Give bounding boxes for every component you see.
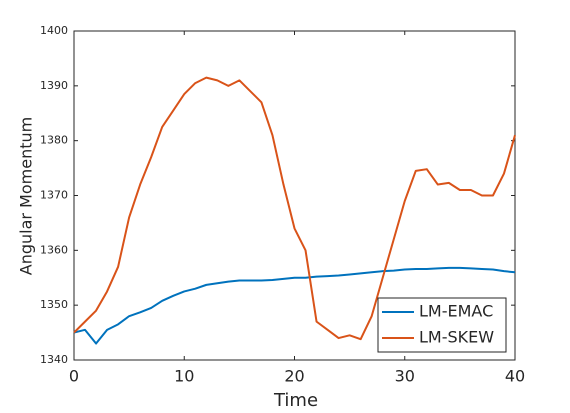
x-tick-label: 20 <box>284 367 304 386</box>
y-tick-label: 1370 <box>40 189 68 202</box>
y-tick-label: 1400 <box>40 24 68 37</box>
x-tick-label: 30 <box>395 367 415 386</box>
legend-box <box>377 297 507 353</box>
series-line <box>73 76 516 341</box>
y-tick-label: 1380 <box>40 134 68 147</box>
y-tick-label: 1340 <box>40 353 68 366</box>
y-tick-label: 1390 <box>40 79 68 92</box>
x-tick-label: 40 <box>505 367 525 386</box>
y-tick-label: 1360 <box>40 243 68 256</box>
series-line <box>73 266 516 345</box>
y-axis-label: Angular Momentum <box>17 117 36 275</box>
x-tick-label: 0 <box>69 367 79 386</box>
x-axis-label: Time <box>273 390 318 411</box>
legend-label: LM-SKEW <box>419 328 494 347</box>
legend-label: LM-EMAC <box>419 302 493 321</box>
x-tick-label: 10 <box>174 367 194 386</box>
y-tick-label: 1350 <box>40 298 68 311</box>
